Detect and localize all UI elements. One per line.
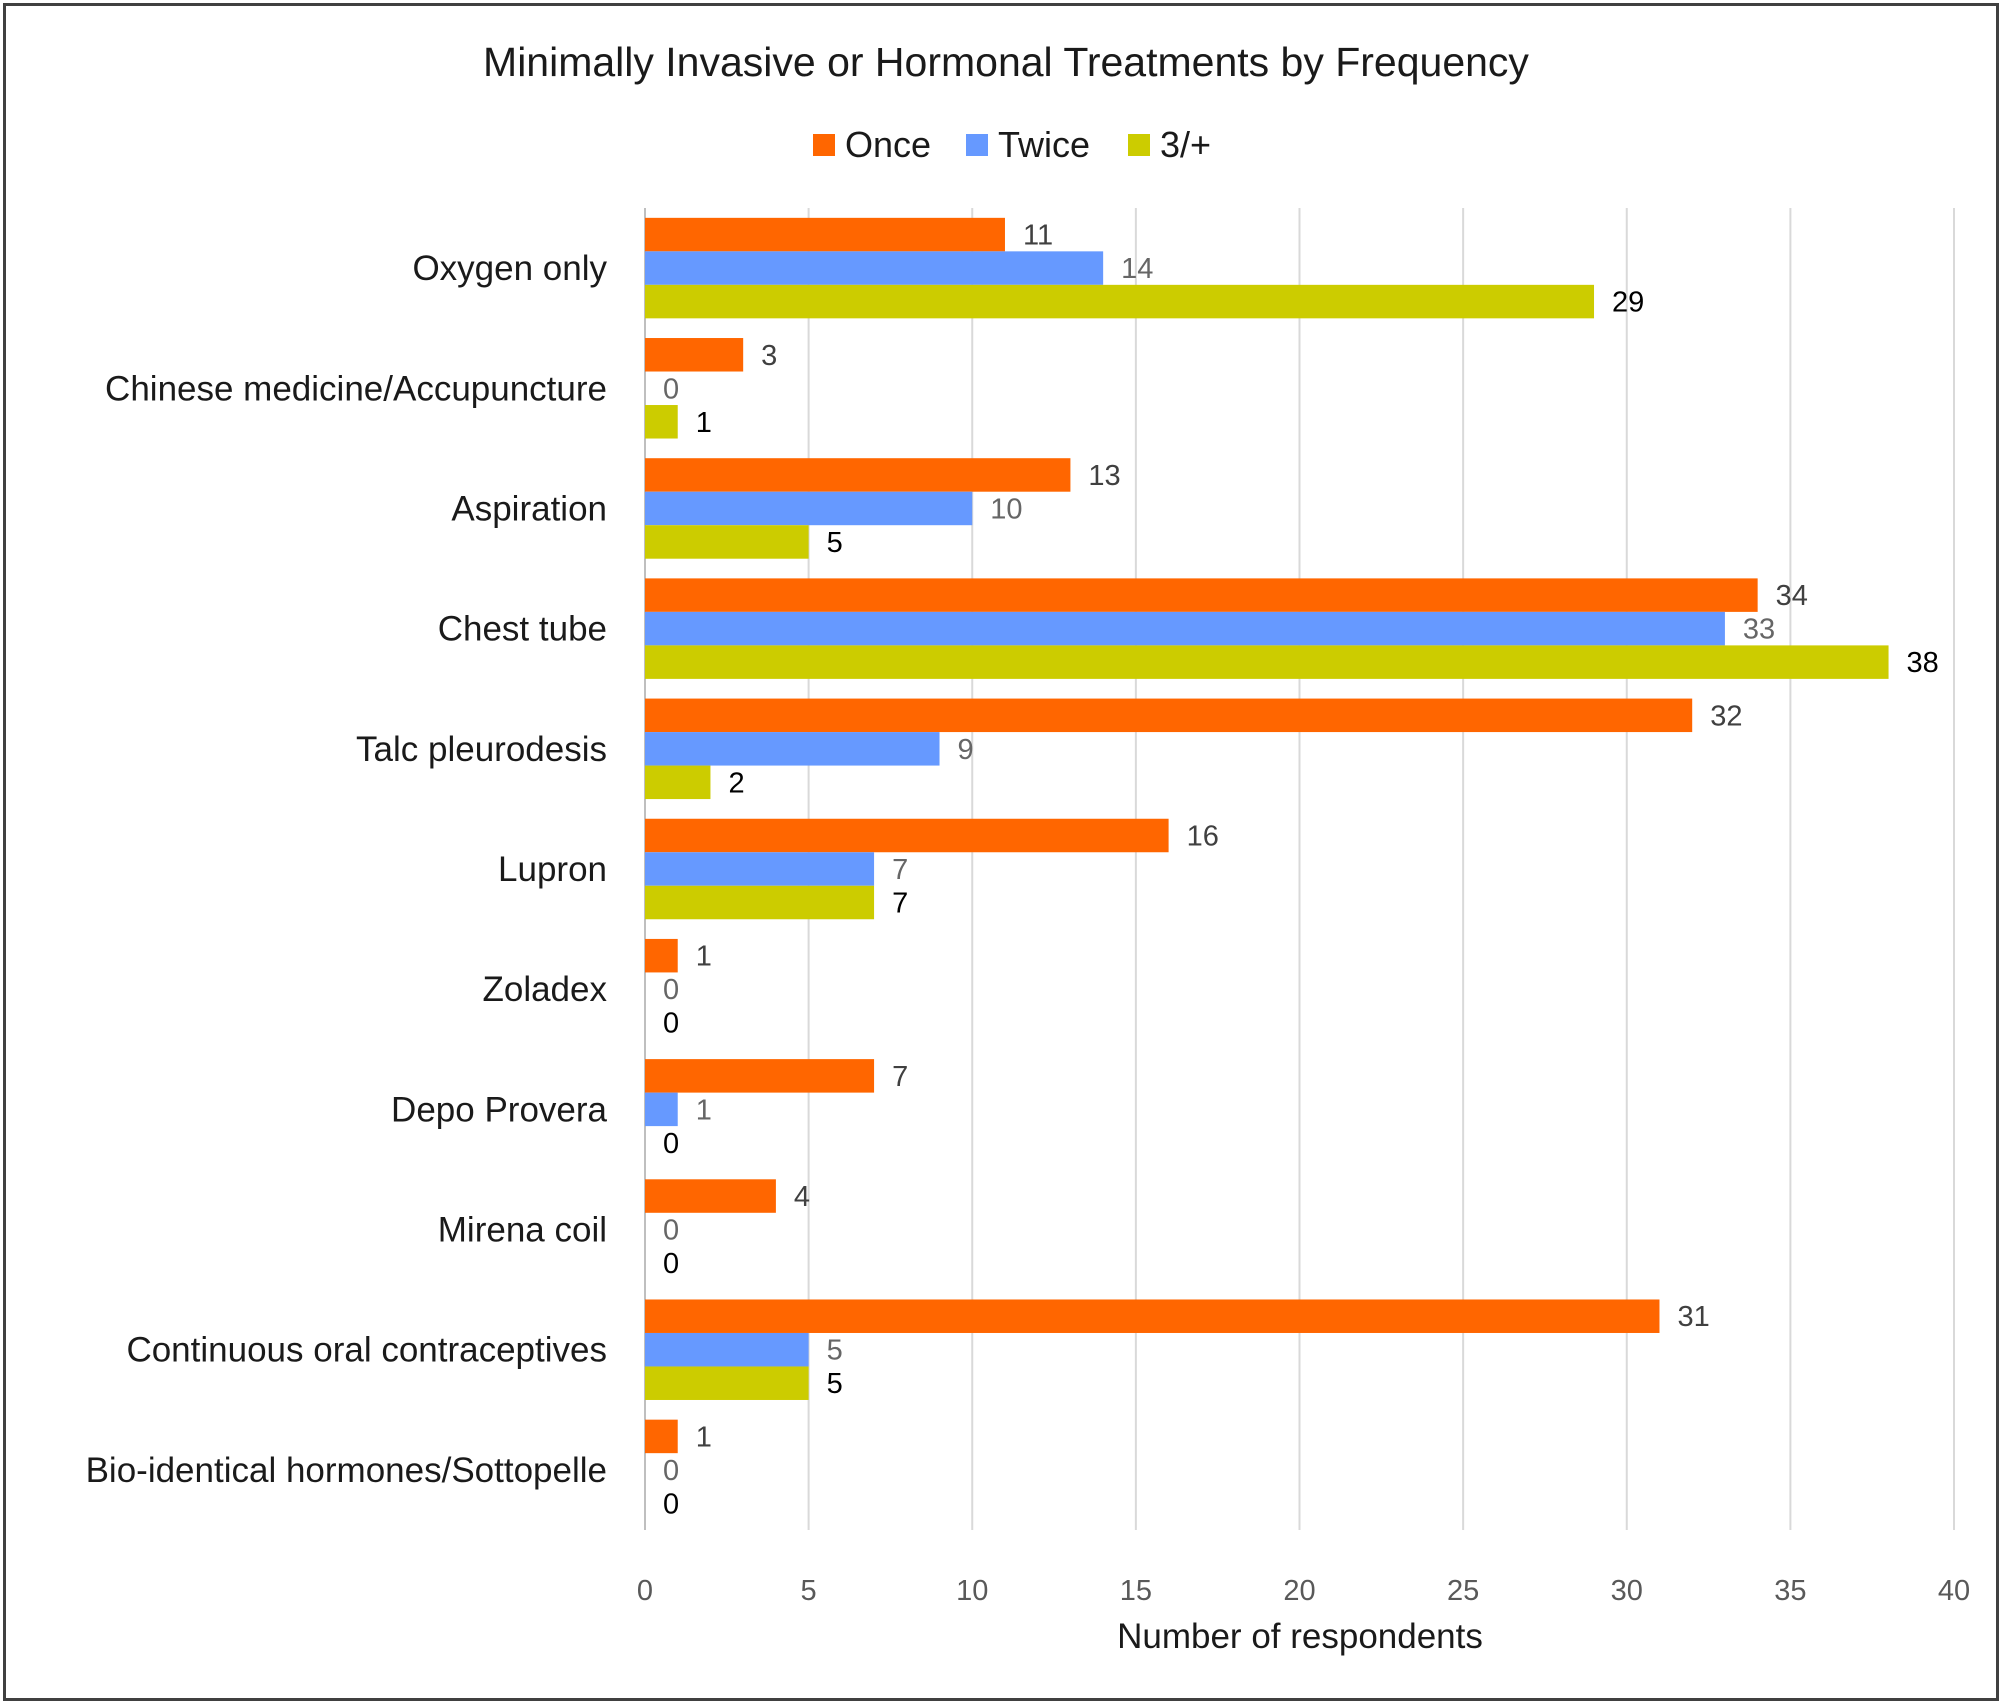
bar xyxy=(645,611,1725,646)
data-label: 0 xyxy=(663,1488,679,1520)
bar xyxy=(645,405,678,439)
data-label: 0 xyxy=(663,1008,679,1040)
data-label: 1 xyxy=(696,1421,712,1453)
category-label: Oxygen only xyxy=(412,249,607,288)
data-label: 0 xyxy=(663,1215,679,1247)
bar-chart: Minimally Invasive or Hormonal Treatment… xyxy=(86,39,1971,1656)
category-label: Talc pleurodesis xyxy=(356,730,607,769)
category-labels: Oxygen only Chinese medicine/Accupuncture… xyxy=(86,249,608,1490)
x-tick-label: 10 xyxy=(956,1575,988,1607)
data-label: 5 xyxy=(827,1368,843,1400)
category-label: Aspiration xyxy=(451,489,607,528)
data-label: 31 xyxy=(1677,1301,1709,1333)
legend-swatch xyxy=(1128,134,1150,156)
bar xyxy=(645,1179,776,1213)
bar xyxy=(645,284,1595,319)
data-label: 11 xyxy=(1023,220,1053,252)
category-label: Bio-identical hormones/Sottopelle xyxy=(86,1451,607,1490)
data-label: 0 xyxy=(663,373,679,405)
legend-swatch xyxy=(813,134,835,156)
category-label: Chinese medicine/Accupuncture xyxy=(105,369,607,408)
gridlines xyxy=(644,208,1955,1530)
x-tick-label: 15 xyxy=(1120,1575,1152,1607)
bar xyxy=(645,885,875,920)
bar xyxy=(645,818,1169,853)
data-label: 13 xyxy=(1088,460,1120,492)
data-label: 5 xyxy=(827,527,843,559)
category-label: Mirena coil xyxy=(438,1211,607,1250)
category-label: Chest tube xyxy=(438,610,607,649)
bar xyxy=(645,1366,809,1400)
data-label: 1 xyxy=(696,1094,712,1126)
x-axis-ticks: 0 5 10 15 20 25 30 35 40 xyxy=(637,1575,1970,1607)
bar xyxy=(645,1092,678,1127)
x-tick-label: 35 xyxy=(1774,1575,1806,1607)
legend-label: 3/+ xyxy=(1160,124,1211,165)
bar xyxy=(645,251,1104,285)
category-label: Continuous oral contraceptives xyxy=(126,1331,607,1370)
data-label: 0 xyxy=(663,974,679,1006)
data-label: 16 xyxy=(1187,821,1219,853)
x-tick-label: 25 xyxy=(1447,1575,1479,1607)
legend-swatch xyxy=(966,134,988,156)
bar xyxy=(645,578,1758,612)
data-label: 4 xyxy=(794,1181,810,1213)
data-label: 0 xyxy=(663,1248,679,1280)
data-label: 0 xyxy=(663,1455,679,1487)
x-tick-label: 0 xyxy=(637,1575,653,1607)
category-label: Zoladex xyxy=(482,970,607,1009)
bar xyxy=(645,645,1889,679)
bar xyxy=(645,458,1071,492)
bar xyxy=(645,491,973,526)
bar xyxy=(645,525,809,559)
data-label: 0 xyxy=(663,1128,679,1160)
bar xyxy=(645,765,711,800)
category-label: Depo Provera xyxy=(391,1090,607,1129)
chart-title: Minimally Invasive or Hormonal Treatment… xyxy=(483,39,1529,85)
x-tick-label: 20 xyxy=(1283,1575,1315,1607)
bar xyxy=(645,338,744,372)
bars xyxy=(645,217,1889,1454)
bar xyxy=(645,217,1005,252)
x-tick-label: 5 xyxy=(801,1575,817,1607)
x-tick-label: 40 xyxy=(1938,1575,1970,1607)
data-label: 7 xyxy=(892,854,908,886)
data-label: 33 xyxy=(1743,614,1775,646)
bar xyxy=(645,1419,678,1454)
bar xyxy=(645,698,1693,733)
bar xyxy=(645,852,875,886)
data-label: 34 xyxy=(1776,580,1808,612)
data-label: 1 xyxy=(696,407,712,439)
data-label: 3 xyxy=(761,340,777,372)
legend-label: Twice xyxy=(998,124,1090,165)
legend: Once Twice 3/+ xyxy=(813,124,1211,165)
data-label: 2 xyxy=(728,767,744,799)
data-label: 14 xyxy=(1121,253,1153,285)
x-tick-label: 30 xyxy=(1611,1575,1643,1607)
legend-label: Once xyxy=(845,124,931,165)
data-label: 38 xyxy=(1907,647,1939,679)
x-axis-title: Number of respondents xyxy=(1117,1617,1483,1656)
data-label: 9 xyxy=(958,734,974,766)
data-label: 29 xyxy=(1612,287,1644,319)
data-label: 10 xyxy=(990,493,1022,525)
category-label: Lupron xyxy=(498,850,607,889)
data-label: 1 xyxy=(696,941,712,973)
data-label: 5 xyxy=(827,1335,843,1367)
bar xyxy=(645,1332,809,1367)
bar xyxy=(645,1299,1660,1333)
bar xyxy=(645,732,940,766)
data-label: 7 xyxy=(892,1061,908,1093)
bar xyxy=(645,1059,875,1093)
data-labels: 1114293011310534333832921677100710400315… xyxy=(663,220,1939,1521)
data-label: 7 xyxy=(892,888,908,920)
bar xyxy=(645,938,678,973)
chart-frame: Minimally Invasive or Hormonal Treatment… xyxy=(3,3,1999,1701)
data-label: 32 xyxy=(1710,700,1742,732)
